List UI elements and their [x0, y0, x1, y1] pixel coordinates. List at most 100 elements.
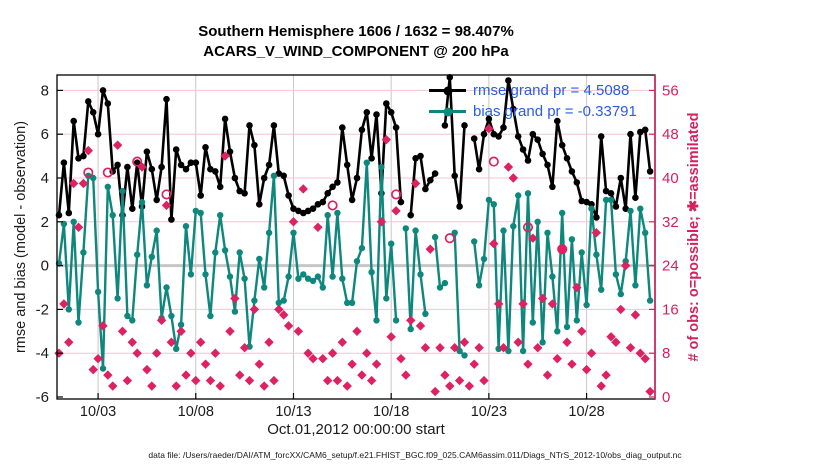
- left-tick-label: 0: [41, 258, 49, 275]
- obs-assimilated-star: [562, 337, 572, 347]
- bias-marker: [588, 205, 595, 212]
- bias-marker: [202, 271, 209, 278]
- obs-assimilated-star: [303, 348, 313, 358]
- bias-marker: [637, 205, 644, 212]
- bias-marker: [378, 163, 385, 171]
- rmse-marker: [334, 179, 341, 186]
- obs-assimilated-star: [244, 375, 255, 386]
- right-tick-label: 56: [662, 82, 679, 99]
- obs-assimilated-star: [366, 375, 377, 386]
- right-tick-label: 16: [662, 301, 679, 318]
- obs-assimilated-star: [596, 381, 606, 391]
- obs-possible-circle: [488, 156, 499, 167]
- bias-marker: [607, 196, 615, 204]
- obs-assimilated-star: [474, 343, 484, 353]
- obs-assimilated-star: [381, 134, 391, 145]
- obs-assimilated-star: [313, 222, 323, 232]
- right-tick-label: 32: [662, 214, 679, 231]
- obs-assimilated-star: [430, 386, 440, 397]
- obs-assimilated-star: [327, 348, 338, 358]
- rmse-marker: [216, 183, 224, 191]
- obs-assimilated-star: [606, 332, 616, 342]
- obs-assimilated-star: [88, 364, 98, 375]
- bias-marker: [104, 183, 112, 190]
- obs-possible-circle: [444, 233, 455, 244]
- rmse-marker: [612, 203, 620, 210]
- obs-assimilated-star: [308, 353, 318, 364]
- obs-assimilated-star: [469, 359, 479, 369]
- rmse-marker: [133, 159, 141, 166]
- obs-assimilated-star: [645, 386, 655, 397]
- obs-assimilated-star: [283, 321, 294, 331]
- bias-marker: [475, 282, 483, 289]
- rmse-marker: [231, 174, 239, 182]
- rmse-marker: [641, 126, 649, 134]
- bias-marker: [500, 227, 507, 234]
- rmse-marker: [475, 165, 483, 173]
- rmse-marker-dot: [443, 86, 452, 95]
- obs-assimilated-star: [59, 299, 69, 309]
- obs-assimilated-star: [342, 381, 352, 391]
- rmse-marker: [114, 161, 121, 169]
- obs-assimilated-star: [533, 343, 543, 353]
- bias-marker: [407, 325, 414, 333]
- rmse-marker: [549, 183, 556, 191]
- rmse-marker: [456, 203, 463, 210]
- bias-marker: [324, 212, 331, 219]
- bias-marker: [129, 317, 136, 324]
- rmse-marker: [158, 163, 165, 171]
- rmse-marker: [558, 141, 566, 149]
- rmse-marker: [241, 190, 248, 197]
- obs-assimilated-star: [230, 293, 240, 304]
- rmse-marker: [358, 126, 366, 134]
- rmse-marker: [646, 168, 654, 175]
- bias-marker: [461, 352, 468, 359]
- obs-assimilated-star: [181, 370, 191, 380]
- obs-possible-circle: [161, 189, 172, 200]
- bias-marker: [612, 271, 620, 278]
- rmse-marker: [187, 159, 195, 166]
- rmse-marker: [143, 148, 151, 155]
- rmse-marker: [593, 214, 600, 221]
- bias-marker: [212, 249, 219, 256]
- bias-marker: [529, 319, 536, 326]
- bias-marker: [114, 295, 121, 302]
- obs-assimilated-star: [171, 381, 181, 391]
- bias-marker-dot: [443, 107, 452, 116]
- obs-assimilated-star: [235, 370, 245, 380]
- rmse-marker: [172, 146, 180, 153]
- rmse-marker: [65, 209, 73, 217]
- obs-assimilated-star: [249, 304, 260, 315]
- bias-marker: [544, 229, 551, 236]
- obs-assimilated-star: [498, 343, 509, 353]
- rmse-marker: [495, 133, 502, 140]
- rmse-marker: [534, 136, 541, 143]
- obs-assimilated-star: [542, 370, 553, 380]
- rmse-marker: [177, 161, 185, 169]
- x-axis-label: Oct.01,2012 00:00:00 start: [267, 421, 445, 438]
- obs-assimilated-star: [489, 239, 499, 249]
- right-tick-label: 48: [662, 126, 679, 143]
- rmse-marker: [343, 161, 351, 169]
- rmse-marker: [417, 152, 424, 160]
- rmse-marker: [85, 98, 92, 105]
- bias-marker: [134, 251, 141, 258]
- obs-assimilated-star: [449, 343, 460, 353]
- bias-marker: [75, 319, 82, 326]
- rmse-marker: [563, 155, 571, 162]
- rmse-marker: [627, 130, 634, 138]
- rmse-marker: [392, 124, 400, 131]
- rmse-marker: [163, 95, 170, 103]
- bias-marker: [207, 312, 214, 320]
- bias-marker: [221, 247, 229, 254]
- rmse-marker: [99, 87, 107, 94]
- bias-marker: [138, 198, 146, 206]
- bias-marker: [431, 233, 439, 241]
- rmse-marker: [285, 192, 292, 199]
- left-tick-label: 4: [41, 170, 49, 187]
- rmse-marker: [70, 117, 77, 125]
- x-tick-label: 10/13: [275, 404, 311, 420]
- obs-assimilated-star: [616, 304, 626, 315]
- obs-assimilated-star: [205, 375, 216, 386]
- obs-assimilated-star: [557, 244, 567, 254]
